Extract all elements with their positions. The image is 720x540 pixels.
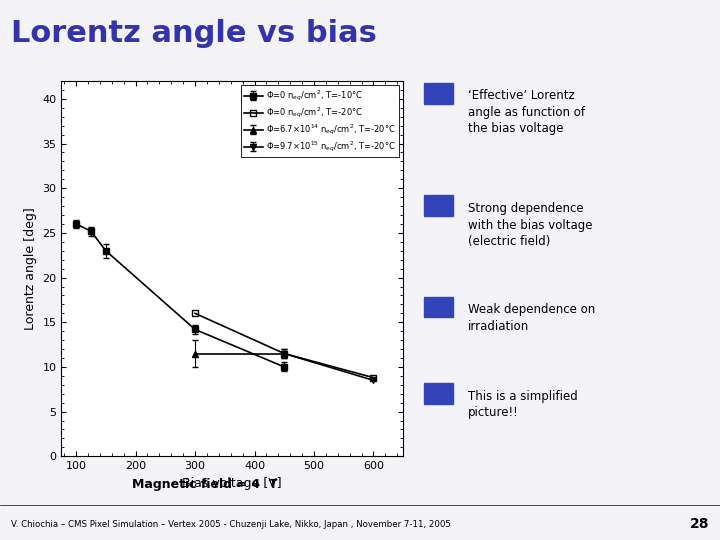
Text: Strong dependence
with the bias voltage
(electric field): Strong dependence with the bias voltage … [468,202,593,248]
Bar [424,195,454,216]
Y-axis label: Lorentz angle [deg]: Lorentz angle [deg] [24,207,37,330]
X-axis label: Bias voltage [V]: Bias voltage [V] [182,477,282,490]
Text: V. Chiochia – CMS Pixel Simulation – Vertex 2005 - Chuzenji Lake, Nikko, Japan ,: V. Chiochia – CMS Pixel Simulation – Ver… [11,519,451,529]
Text: 28: 28 [690,517,709,531]
Text: This is a simplified
picture!!: This is a simplified picture!! [468,390,577,419]
Bar [424,383,454,404]
Text: Lorentz angle vs bias: Lorentz angle vs bias [11,19,377,48]
Text: Weak dependence on
irradiation: Weak dependence on irradiation [468,303,595,333]
Text: ‘Effective’ Lorentz
angle as function of
the bias voltage: ‘Effective’ Lorentz angle as function of… [468,90,585,136]
Bar [424,297,454,318]
Bar [424,83,454,104]
Legend: Φ=0 n$_{eq}$/cm$^2$, T=-10°C, Φ=0 n$_{eq}$/cm$^2$, T=-20°C, Φ=6.7×10$^{14}$ n$_{: Φ=0 n$_{eq}$/cm$^2$, T=-10°C, Φ=0 n$_{eq… [241,85,399,157]
Text: Magnetic field = 4  T: Magnetic field = 4 T [132,478,278,491]
